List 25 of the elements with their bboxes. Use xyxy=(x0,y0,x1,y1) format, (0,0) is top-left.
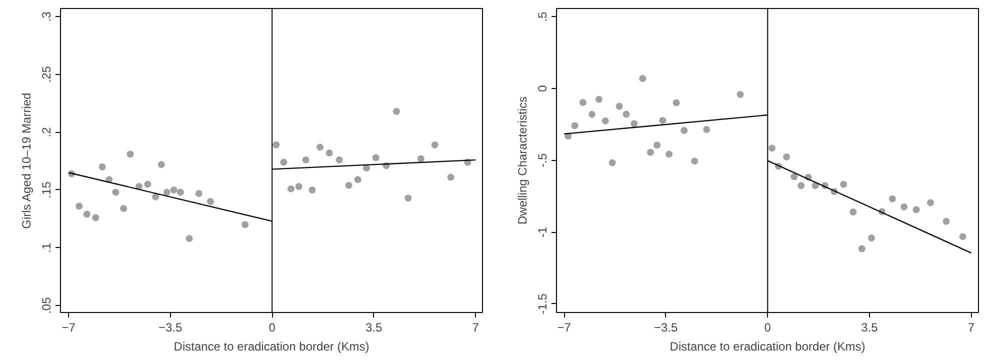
x-tick-label: −7 xyxy=(557,320,572,334)
y-tick-label: .2 xyxy=(40,126,54,138)
y-tick-label: .15 xyxy=(40,181,54,198)
x-tick-label: 3.5 xyxy=(861,320,878,334)
y-tick-label: .3 xyxy=(40,11,54,22)
y-axis-title: Girls Aged 10–19 Married xyxy=(20,92,34,229)
x-tick-label: 3.5 xyxy=(365,320,382,334)
x-tick-label: 7 xyxy=(472,320,480,334)
y-axis-title: Dwelling Characteristics xyxy=(516,96,530,225)
x-tick-label: −3.5 xyxy=(158,320,183,334)
y-tick-label: -1.5 xyxy=(536,293,550,314)
x-tick-label: 0 xyxy=(268,320,276,334)
x-tick-label: −7 xyxy=(62,320,76,334)
y-tick-label: -1 xyxy=(536,226,550,238)
x-tick-label: −3.5 xyxy=(654,320,678,334)
x-axis-title: Distance to eradication border (Kms) xyxy=(174,340,370,354)
y-tick-label: -.5 xyxy=(536,153,550,168)
y-tick-label: 0 xyxy=(536,84,550,92)
y-tick-label: .5 xyxy=(536,11,550,22)
y-tick-label: .25 xyxy=(40,66,54,83)
x-tick-label: 7 xyxy=(968,320,975,334)
y-tick-label: .05 xyxy=(40,296,54,314)
x-axis-title: Distance to eradication border (Kms) xyxy=(670,340,866,354)
y-tick-label: .1 xyxy=(40,242,54,253)
x-tick-label: 0 xyxy=(764,320,772,334)
